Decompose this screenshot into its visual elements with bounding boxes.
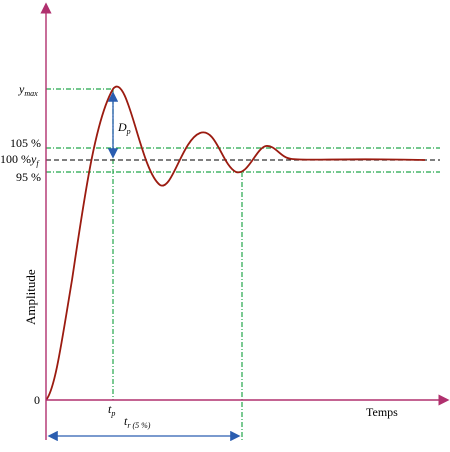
y-axis-title: Amplitude <box>23 269 38 325</box>
label-yf: yf <box>30 152 40 168</box>
label-95: 95 % <box>16 170 41 184</box>
label-100: 100 % <box>0 152 31 166</box>
label-dp: Dp <box>117 120 131 136</box>
label-105: 105 % <box>10 136 41 150</box>
step-response-curve <box>45 85 426 401</box>
label-tr: tr (5 %) <box>124 414 151 430</box>
label-zero: 0 <box>34 393 40 407</box>
label-tp: tp <box>108 402 115 418</box>
label-ymax: ymax <box>18 82 38 98</box>
x-axis-title: Temps <box>366 405 398 419</box>
